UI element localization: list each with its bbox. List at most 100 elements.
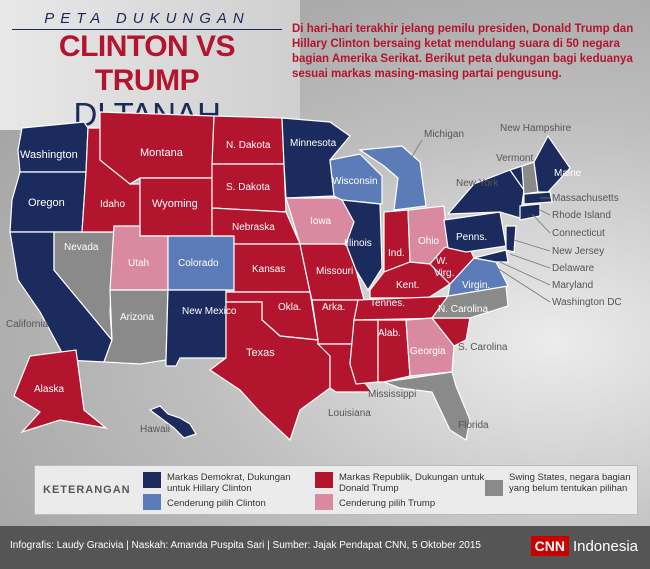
label-delaware: Delaware: [552, 263, 595, 274]
label-new-york: New York: [456, 178, 499, 189]
label-kansas: Kansas: [252, 264, 285, 275]
header-kicker: PETA DUKUNGAN: [44, 10, 250, 27]
label-alaska: Alaska: [34, 384, 64, 395]
state-illinois: [340, 199, 383, 292]
label-massachusetts: Massachusetts: [552, 193, 619, 204]
state-wisconsin: [329, 153, 383, 205]
state-indiana: [383, 209, 411, 273]
label-pennsylvania: Penns.: [456, 232, 487, 243]
label-texas: Texas: [246, 347, 275, 359]
state-new-mexico: [165, 289, 227, 367]
leader-washington-dc: [493, 265, 551, 303]
label-indiana: Ind.: [388, 248, 405, 259]
legend-rep: Markas Republik, Dukungan untuk Donald T…: [339, 472, 485, 494]
label-montana: Montana: [140, 147, 184, 159]
label-n-carolina: N. Carolina: [438, 304, 488, 315]
legend-swatch-rep: [315, 472, 333, 488]
leader-maryland: [499, 261, 551, 286]
label-maine: Maine: [554, 168, 582, 179]
label-iowa: Iowa: [310, 216, 332, 227]
legend-swatch-lean-dem: [143, 494, 161, 510]
leader-rhode-island: [539, 209, 551, 216]
state-alabama: [377, 319, 411, 383]
label-virginia: Virgin.: [462, 280, 490, 291]
label-utah: Utah: [128, 258, 149, 269]
leader-michigan: [409, 139, 423, 161]
intro-text: Di hari-hari terakhir jelang pemilu pres…: [292, 23, 634, 80]
label-missouri: Missouri: [316, 266, 353, 277]
legend-lean-dem: Cenderung pilih Clinton: [167, 498, 266, 509]
label-florida: Florida: [458, 420, 489, 431]
leader-delaware: [509, 253, 551, 269]
label-california: California: [6, 319, 49, 330]
state-maryland: [473, 249, 509, 263]
cnn-logo-suffix: Indonesia: [572, 537, 638, 555]
label-oregon: Oregon: [28, 197, 65, 209]
label-vermont: Vermont: [496, 153, 533, 164]
label-new-jersey: New Jersey: [552, 246, 604, 257]
title-line-1: CLINTON VS TRUMP: [58, 30, 236, 97]
state-michigan: [358, 145, 427, 211]
leader-connecticut: [531, 213, 551, 234]
label-n-dakota: N. Dakota: [226, 140, 271, 151]
footer-credit: Infografis: Laudy Gracivia | Naskah: Ama…: [10, 540, 481, 551]
state-georgia: [405, 317, 455, 377]
label-oklahoma: Okla.: [278, 302, 301, 313]
legend: KETERANGAN Markas Demokrat, Dukungan unt…: [34, 465, 638, 515]
footer: Infografis: Laudy Gracivia | Naskah: Ama…: [0, 526, 650, 569]
label-wisconsin: Wisconsin: [332, 176, 378, 187]
label-nebraska: Nebraska: [232, 222, 275, 233]
state-hawaii: [148, 405, 197, 439]
state-massachusetts: [523, 191, 553, 205]
state-mississippi: [349, 319, 379, 385]
label-georgia: Georgia: [410, 346, 446, 357]
legend-swatch-lean-rep: [315, 494, 333, 510]
state-pennsylvania: [443, 211, 507, 253]
legend-title: KETERANGAN: [43, 484, 131, 496]
state-maine: [533, 134, 571, 193]
label-tennessee: Tennes.: [370, 298, 405, 309]
label-new-hampshire: New Hampshire: [500, 123, 572, 134]
label-arizona: Arizona: [120, 312, 154, 323]
state-arizona: [103, 289, 169, 365]
label-ohio: Ohio: [418, 236, 440, 247]
label-washington-dc: Washington DC: [552, 297, 622, 308]
label-new-mexico: New Mexico: [182, 306, 237, 317]
label-hawaii: Hawaii: [140, 424, 170, 435]
label-washington: Washington: [20, 149, 78, 161]
state-florida: [383, 371, 471, 441]
state-alaska: [13, 349, 109, 434]
label-w-virg-2: Virg.: [434, 268, 454, 279]
label-alabama: Alab.: [378, 328, 401, 339]
label-arkansas: Arka.: [322, 302, 345, 313]
label-michigan: Michigan: [424, 129, 464, 140]
label-louisiana: Louisiana: [328, 408, 371, 419]
label-maryland: Maryland: [552, 280, 593, 291]
label-wyoming: Wyoming: [152, 198, 198, 210]
label-illinois: Illinois: [344, 238, 372, 249]
state-washington: [17, 121, 89, 173]
state-texas: [208, 301, 331, 442]
legend-swatch-swing: [485, 480, 503, 496]
label-colorado: Colorado: [178, 258, 219, 269]
header-background: [0, 0, 300, 130]
label-minnesota: Minnesota: [290, 138, 337, 149]
legend-swatch-dem: [143, 472, 161, 488]
legend-lean-rep: Cenderung pilih Trump: [339, 498, 436, 509]
label-rhode-island: Rhode Island: [552, 210, 611, 221]
label-mississippi: Mississippi: [368, 389, 416, 400]
label-connecticut: Connecticut: [552, 228, 605, 239]
label-s-carolina: S. Carolina: [458, 342, 508, 353]
label-nevada: Nevada: [64, 242, 99, 253]
label-idaho: Idaho: [100, 199, 125, 210]
leader-new-jersey: [513, 239, 551, 252]
label-s-dakota: S. Dakota: [226, 182, 270, 193]
label-kentucky: Kent.: [396, 280, 419, 291]
state-connecticut: [519, 203, 541, 221]
cnn-logo-mark: CNN: [530, 536, 569, 556]
label-w-virg-1: W.: [436, 256, 448, 267]
state-new-jersey: [505, 225, 517, 253]
legend-dem: Markas Demokrat, Dukungan untuk Hillary …: [167, 472, 291, 494]
cnn-logo: CNN Indonesia: [530, 536, 638, 556]
